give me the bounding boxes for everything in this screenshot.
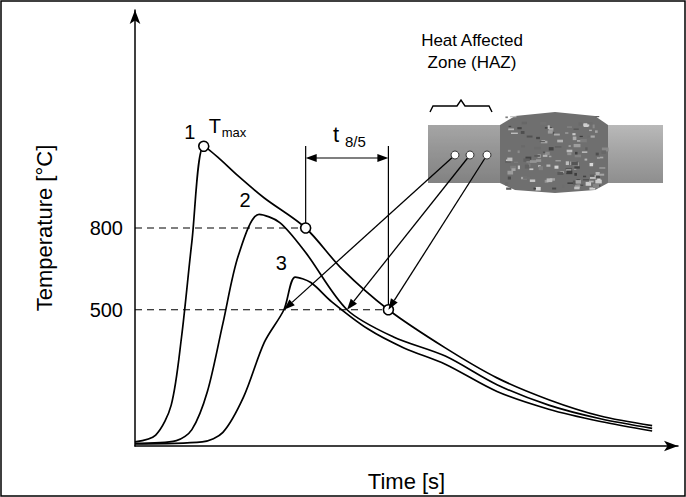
svg-text:1: 1 [184,121,195,143]
svg-text:2: 2 [240,189,251,211]
svg-text:500: 500 [90,299,123,321]
svg-text:Zone (HAZ): Zone (HAZ) [428,53,517,72]
svg-text:t: t [333,122,339,147]
svg-text:8/5: 8/5 [345,133,366,150]
svg-text:T: T [209,115,221,137]
svg-text:Heat Affected: Heat Affected [421,31,523,50]
svg-text:Time [s]: Time [s] [368,469,445,494]
svg-text:max: max [222,125,247,140]
svg-text:800: 800 [90,217,123,239]
svg-text:Temperature [°C]: Temperature [°C] [32,145,57,312]
svg-text:3: 3 [276,252,287,274]
